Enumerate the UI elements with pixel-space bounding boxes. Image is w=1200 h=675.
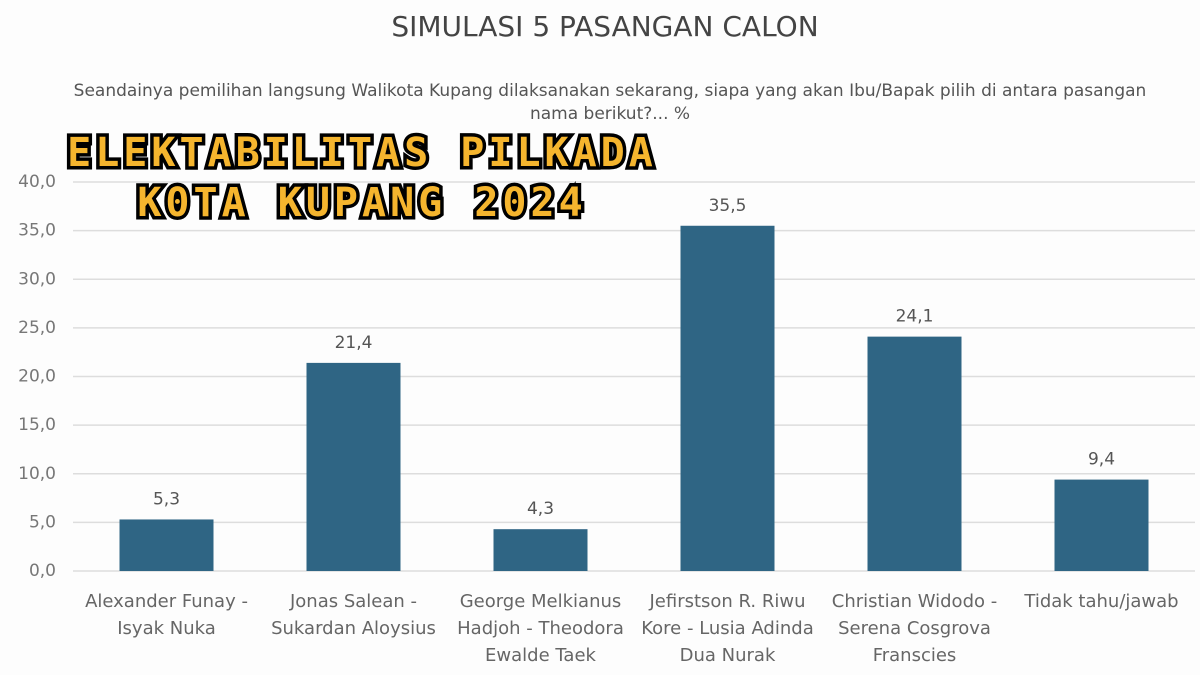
y-tick-label: 25,0: [18, 318, 56, 338]
y-tick-label: 30,0: [18, 269, 56, 289]
value-label: 9,4: [1088, 450, 1115, 470]
bar: [493, 529, 588, 571]
x-tick-label: Alexander Funay - Isyak Nuka: [85, 591, 248, 639]
y-tick-label: 35,0: [18, 221, 56, 241]
chart-title: SIMULASI 5 PASANGAN CALON: [391, 10, 818, 43]
x-tick-label: Christian Widodo - Serena Cosgrova Frans…: [831, 591, 998, 666]
value-label: 21,4: [335, 333, 373, 353]
value-label: 24,1: [896, 307, 934, 327]
bar: [119, 519, 214, 571]
x-tick-label: Tidak tahu/jawab: [1024, 591, 1179, 612]
x-tick-label: Jefirstson R. Riwu Kore - Lusia Adinda D…: [641, 591, 814, 666]
x-tick-label: George Melkianus Hadjoh - Theodora Ewald…: [457, 591, 624, 666]
y-tick-label: 20,0: [18, 367, 56, 387]
overlay-title: K0TA KUPANG 2024: [137, 180, 586, 226]
value-label: 4,3: [527, 499, 554, 519]
y-tick-label: 10,0: [18, 464, 56, 484]
chart-subtitle: Seandainya pemilihan langsung Walikota K…: [73, 81, 1147, 124]
x-tick-label: Jonas Salean - Sukardan Aloysius: [271, 591, 436, 639]
bar: [1054, 479, 1149, 571]
bar: [306, 362, 401, 571]
y-tick-label: 0,0: [29, 561, 56, 581]
value-label: 35,5: [709, 196, 747, 216]
y-tick-label: 40,0: [18, 172, 56, 192]
y-tick-label: 5,0: [29, 512, 56, 532]
overlay-title: ELEKTABILITAS PILKADA: [67, 130, 657, 176]
bar: [680, 225, 775, 571]
value-label: 5,3: [153, 489, 180, 509]
y-tick-label: 15,0: [18, 415, 56, 435]
bar: [867, 336, 962, 571]
